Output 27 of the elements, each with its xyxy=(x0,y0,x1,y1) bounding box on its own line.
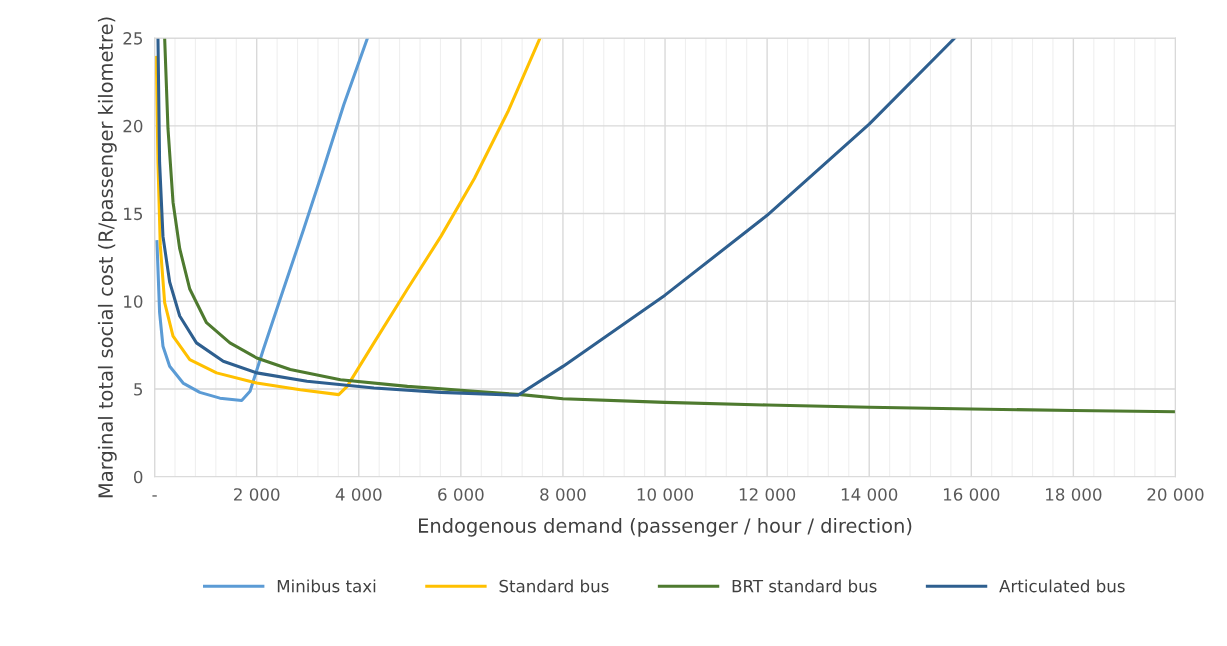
y-tick-label: 10 xyxy=(124,295,143,308)
x-tick-label: - xyxy=(152,495,157,497)
y-tick-label: 20 xyxy=(123,119,143,133)
line-series xyxy=(154,38,542,397)
x-tick-label: 14 000 xyxy=(841,488,898,501)
line-series xyxy=(163,38,1176,414)
x-tick-label: 16 000 xyxy=(943,488,1000,501)
x-tick-label: 12 000 xyxy=(739,488,796,501)
legend-label: BRT standard bus xyxy=(732,579,877,593)
legend-label: Articulated bus xyxy=(999,579,1125,593)
x-tick-label: 18 000 xyxy=(1046,488,1102,501)
legend-label: Standard bus xyxy=(499,579,609,593)
x-tick-label: 2 000 xyxy=(234,488,280,501)
x-tick-label: 10 000 xyxy=(637,488,694,501)
y-tick-label: 5 xyxy=(134,383,143,396)
line-series xyxy=(155,38,369,402)
y-tick-label: 0 xyxy=(133,470,143,484)
y-tick-label: 25 xyxy=(123,32,143,45)
x-tick-label: 6 000 xyxy=(438,488,484,501)
x-tick-label: 4 000 xyxy=(335,488,382,501)
x-tick-label: 8 000 xyxy=(540,488,586,501)
line-series xyxy=(156,38,957,397)
legend-label: Minibus taxi xyxy=(277,579,376,593)
x-axis-title: Endogenous demand (passenger / hour / direction) xyxy=(419,517,912,537)
x-tick-label: 20 000 xyxy=(1147,488,1204,501)
y-tick-label: 15 xyxy=(124,207,143,221)
y-axis-title: Marginal total social cost (R/passenger kilometre) xyxy=(97,17,117,498)
